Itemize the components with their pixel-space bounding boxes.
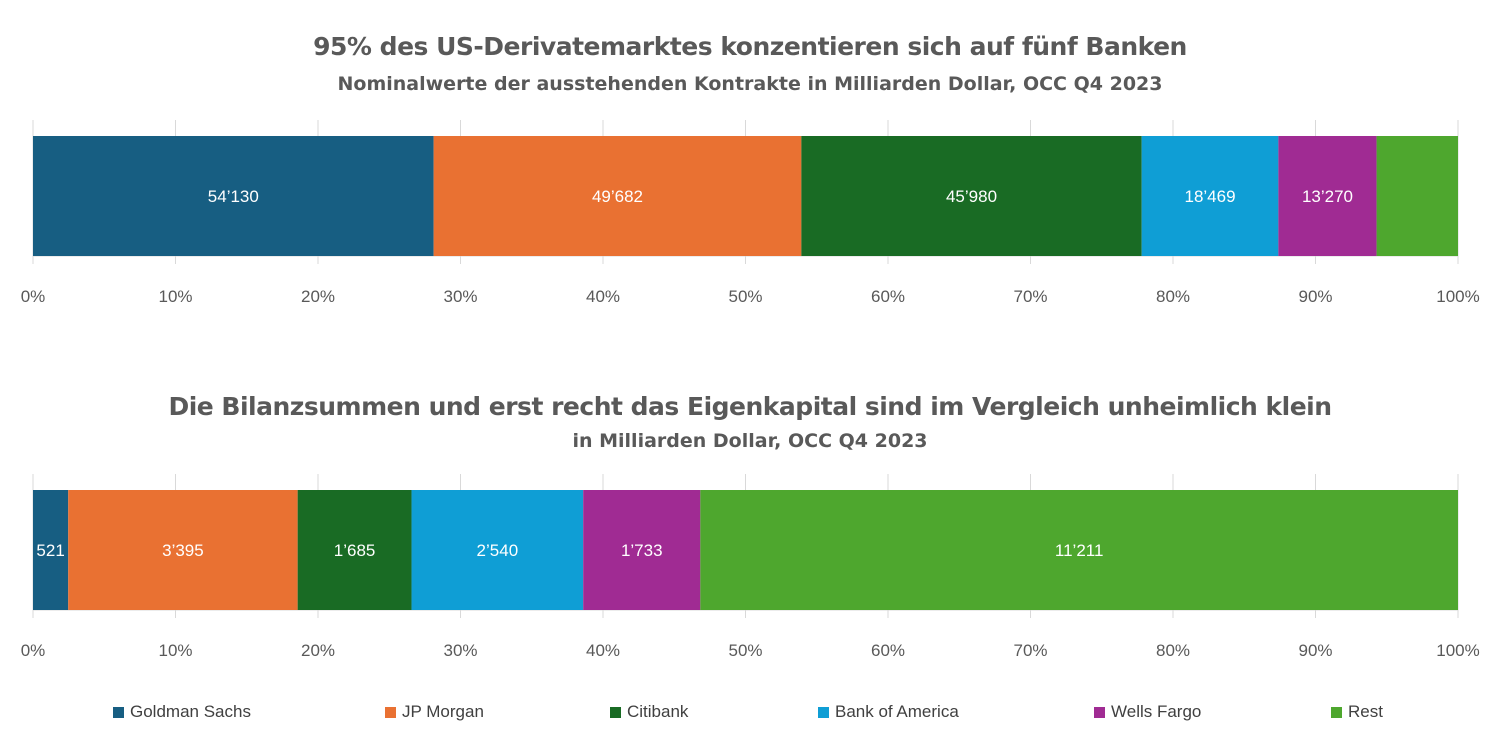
bar-segment-bank-of-america: [1141, 136, 1279, 256]
chart-1-title: 95% des US-Derivatemarktes konzentieren …: [313, 32, 1187, 61]
legend: Goldman Sachs JP Morgan Citibank Bank of…: [0, 702, 1500, 726]
legend-label: Bank of America: [835, 702, 959, 721]
x-tick-label: 70%: [1013, 641, 1047, 660]
chart-2-title: Die Bilanzsummen und erst recht das Eige…: [168, 392, 1332, 421]
legend-item-citibank: Citibank: [610, 702, 688, 722]
legend-item-goldman-sachs: Goldman Sachs: [113, 702, 251, 722]
bar-segment-goldman-sachs: [33, 490, 69, 610]
data-label-jp-morgan: 3’395: [162, 541, 204, 560]
x-tick-label: 80%: [1156, 641, 1190, 660]
data-label-citibank: 1’685: [334, 541, 376, 560]
legend-swatch: [610, 706, 621, 718]
legend-label: Wells Fargo: [1111, 702, 1202, 721]
x-tick-label: 80%: [1156, 287, 1190, 306]
x-tick-label: 10%: [158, 641, 192, 660]
legend-swatch: [385, 706, 396, 718]
data-label-wells-fargo: 13’270: [1302, 187, 1353, 206]
x-tick-label: 20%: [301, 641, 335, 660]
x-tick-label: 50%: [728, 287, 762, 306]
legend-item-wells-fargo: Wells Fargo: [1094, 702, 1201, 722]
x-tick-label: 40%: [586, 287, 620, 306]
x-tick-label: 20%: [301, 287, 335, 306]
x-tick-label: 90%: [1298, 287, 1332, 306]
legend-label: Citibank: [627, 702, 689, 721]
bar-segment-wells-fargo: [1278, 136, 1377, 256]
x-tick-label: 30%: [443, 287, 477, 306]
legend-label: Goldman Sachs: [130, 702, 251, 721]
data-label-jp-morgan: 49’682: [592, 187, 643, 206]
x-tick-label: 50%: [728, 641, 762, 660]
legend-item-rest: Rest: [1331, 702, 1383, 722]
legend-swatch: [1331, 706, 1342, 718]
x-tick-label: 100%: [1436, 641, 1479, 660]
data-label-goldman-sachs: 54’130: [208, 187, 259, 206]
bar-segment-citibank: [801, 136, 1142, 256]
balance-sheet-stacked-bar-chart: 521 3’395 1’685 2’540 1’733 11’211 0% 10% 20% 30%…: [21, 474, 1480, 660]
legend-swatch: [818, 706, 829, 718]
chart-2-subtitle: in Milliarden Dollar, OCC Q4 2023: [572, 430, 928, 452]
legend-swatch: [1094, 706, 1105, 718]
chart-1-subtitle: Nominalwerte der ausstehenden Kontrakte …: [337, 73, 1163, 95]
bar-segment-bank-of-america: [411, 490, 584, 610]
x-tick-label: 60%: [871, 641, 905, 660]
bar-segment-jp-morgan: [68, 490, 298, 610]
legend-item-jp-morgan: JP Morgan: [385, 702, 484, 722]
x-tick-label: 100%: [1436, 287, 1479, 306]
legend-item-bank-of-america: Bank of America: [818, 702, 959, 722]
data-label-bank-of-america: 2’540: [477, 541, 519, 560]
x-tick-label: 0%: [21, 641, 46, 660]
bar-segment-rest: [700, 490, 1458, 610]
data-label-goldman-sachs: 521: [36, 541, 64, 560]
x-tick-label: 60%: [871, 287, 905, 306]
x-tick-label: 40%: [586, 641, 620, 660]
data-label-bank-of-america: 18’469: [1184, 187, 1235, 206]
x-tick-label: 0%: [21, 287, 46, 306]
bar-segment-goldman-sachs: [33, 136, 434, 256]
legend-label: JP Morgan: [402, 702, 484, 721]
legend-swatch: [113, 706, 124, 718]
data-label-rest: 11’211: [1055, 541, 1104, 560]
bar-segment-wells-fargo: [583, 490, 701, 610]
bar-segment-citibank: [297, 490, 412, 610]
x-tick-label: 90%: [1298, 641, 1332, 660]
bar-segment-rest: [1376, 136, 1458, 256]
legend-label: Rest: [1348, 702, 1383, 721]
data-label-citibank: 45’980: [946, 187, 997, 206]
bar-segment-jp-morgan: [433, 136, 802, 256]
x-tick-label: 10%: [158, 287, 192, 306]
x-tick-label: 30%: [443, 641, 477, 660]
data-label-wells-fargo: 1’733: [621, 541, 663, 560]
derivatives-stacked-bar-chart: 54’130 49’682 45’980 18’469 13’270 0% 10% 20% 30…: [21, 120, 1480, 306]
x-tick-label: 70%: [1013, 287, 1047, 306]
